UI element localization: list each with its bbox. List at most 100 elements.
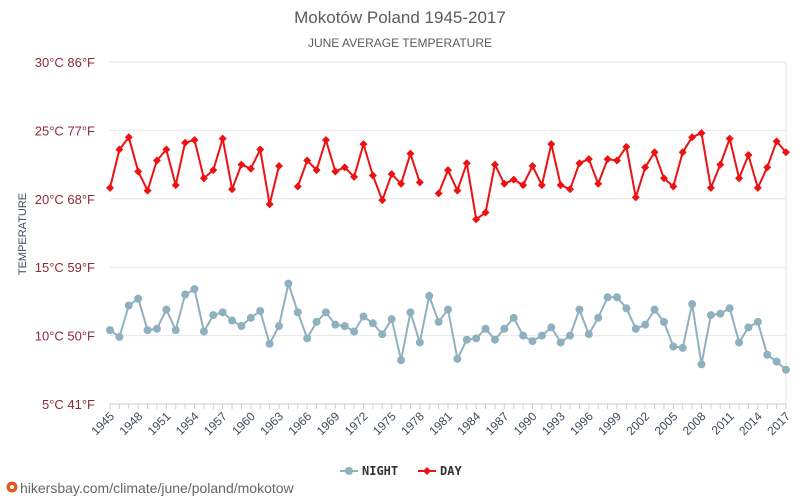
data-point[interactable]	[462, 159, 471, 168]
data-point[interactable]	[566, 331, 575, 340]
data-point[interactable]	[603, 293, 612, 302]
data-point[interactable]	[115, 332, 124, 341]
data-point[interactable]	[162, 305, 171, 314]
data-point[interactable]	[528, 337, 537, 346]
data-point[interactable]	[659, 317, 668, 326]
data-point[interactable]	[462, 335, 471, 344]
data-point[interactable]	[500, 179, 509, 188]
data-point[interactable]	[199, 327, 208, 336]
data-point[interactable]	[453, 354, 462, 363]
data-point[interactable]	[744, 151, 753, 160]
data-point[interactable]	[509, 313, 518, 322]
data-point[interactable]	[490, 335, 499, 344]
data-point[interactable]	[613, 293, 621, 302]
data-point[interactable]	[350, 172, 359, 181]
data-point[interactable]	[584, 330, 593, 339]
data-point[interactable]	[152, 156, 161, 165]
data-point[interactable]	[782, 148, 790, 157]
data-point[interactable]	[406, 149, 415, 158]
data-point[interactable]	[519, 181, 528, 190]
data-point[interactable]	[190, 285, 199, 294]
data-point[interactable]	[613, 156, 621, 165]
data-point[interactable]	[575, 159, 584, 168]
data-point[interactable]	[678, 343, 687, 352]
data-point[interactable]	[706, 183, 715, 192]
data-point[interactable]	[444, 305, 452, 314]
data-point[interactable]	[659, 174, 668, 183]
data-point[interactable]	[350, 327, 359, 336]
data-point[interactable]	[340, 322, 349, 331]
data-point[interactable]	[697, 129, 706, 138]
data-point[interactable]	[124, 301, 133, 310]
data-point[interactable]	[716, 160, 725, 169]
data-point[interactable]	[256, 306, 265, 315]
data-point[interactable]	[397, 356, 406, 365]
data-point[interactable]	[387, 315, 396, 324]
data-point[interactable]	[378, 196, 387, 205]
data-point[interactable]	[472, 215, 481, 224]
data-point[interactable]	[547, 140, 556, 149]
data-point[interactable]	[735, 174, 744, 183]
data-point[interactable]	[584, 155, 593, 164]
data-point[interactable]	[725, 304, 734, 313]
data-point[interactable]	[622, 142, 631, 151]
data-point[interactable]	[782, 365, 790, 374]
data-point[interactable]	[143, 326, 152, 335]
data-point[interactable]	[500, 324, 509, 333]
source-link[interactable]: hikersbay.com/climate/june/poland/mokoto…	[6, 480, 295, 496]
data-point[interactable]	[246, 164, 255, 173]
data-point[interactable]	[246, 313, 255, 322]
data-point[interactable]	[115, 145, 124, 154]
data-point[interactable]	[753, 317, 762, 326]
data-point[interactable]	[706, 311, 715, 320]
data-point[interactable]	[209, 311, 218, 320]
data-point[interactable]	[209, 166, 218, 175]
data-point[interactable]	[256, 145, 265, 154]
data-point[interactable]	[321, 308, 330, 317]
data-point[interactable]	[228, 185, 237, 194]
data-point[interactable]	[763, 163, 772, 172]
data-point[interactable]	[293, 182, 302, 191]
data-point[interactable]	[509, 175, 518, 184]
data-point[interactable]	[321, 135, 330, 144]
data-point[interactable]	[472, 334, 481, 343]
data-point[interactable]	[415, 338, 424, 347]
data-point[interactable]	[312, 317, 321, 326]
data-point[interactable]	[275, 161, 283, 170]
data-point[interactable]	[594, 179, 603, 188]
data-point[interactable]	[359, 140, 368, 149]
data-point[interactable]	[199, 174, 208, 183]
data-point[interactable]	[481, 324, 490, 333]
data-point[interactable]	[181, 138, 190, 147]
data-point[interactable]	[537, 331, 546, 340]
data-point[interactable]	[556, 338, 565, 347]
data-point[interactable]	[368, 319, 377, 328]
data-point[interactable]	[537, 181, 546, 190]
data-point[interactable]	[631, 324, 640, 333]
data-point[interactable]	[688, 133, 697, 142]
data-point[interactable]	[171, 181, 180, 190]
data-point[interactable]	[678, 148, 687, 157]
data-point[interactable]	[547, 323, 556, 332]
data-point[interactable]	[650, 305, 659, 314]
data-point[interactable]	[744, 323, 753, 332]
data-point[interactable]	[162, 145, 171, 154]
data-point[interactable]	[171, 326, 180, 335]
data-point[interactable]	[481, 208, 490, 217]
data-point[interactable]	[434, 317, 443, 326]
data-point[interactable]	[228, 316, 237, 325]
data-point[interactable]	[237, 160, 246, 169]
data-point[interactable]	[425, 291, 434, 300]
data-point[interactable]	[716, 309, 725, 318]
data-point[interactable]	[763, 350, 772, 359]
data-point[interactable]	[312, 166, 321, 175]
data-point[interactable]	[528, 161, 537, 170]
data-point[interactable]	[772, 357, 781, 366]
data-point[interactable]	[603, 155, 612, 164]
data-point[interactable]	[641, 320, 650, 329]
data-point[interactable]	[519, 331, 528, 340]
data-point[interactable]	[134, 294, 143, 303]
data-point[interactable]	[556, 181, 565, 190]
data-point[interactable]	[735, 338, 744, 347]
legend-item-day[interactable]: DAY	[418, 464, 462, 478]
